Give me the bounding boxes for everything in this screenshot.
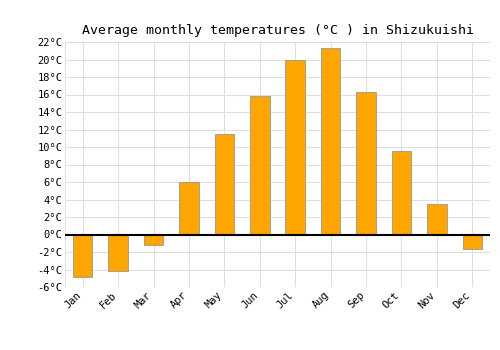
Bar: [392, 150, 411, 234]
Bar: [214, 134, 234, 234]
Bar: [286, 60, 305, 234]
Bar: [179, 182, 199, 234]
Title: Average monthly temperatures (°C ) in Shizukuishi: Average monthly temperatures (°C ) in Sh…: [82, 24, 473, 37]
Bar: [427, 204, 446, 234]
Bar: [144, 234, 164, 245]
Bar: [462, 234, 482, 249]
Bar: [108, 234, 128, 271]
Bar: [73, 234, 92, 276]
Bar: [250, 96, 270, 234]
Bar: [356, 92, 376, 234]
Bar: [321, 48, 340, 234]
